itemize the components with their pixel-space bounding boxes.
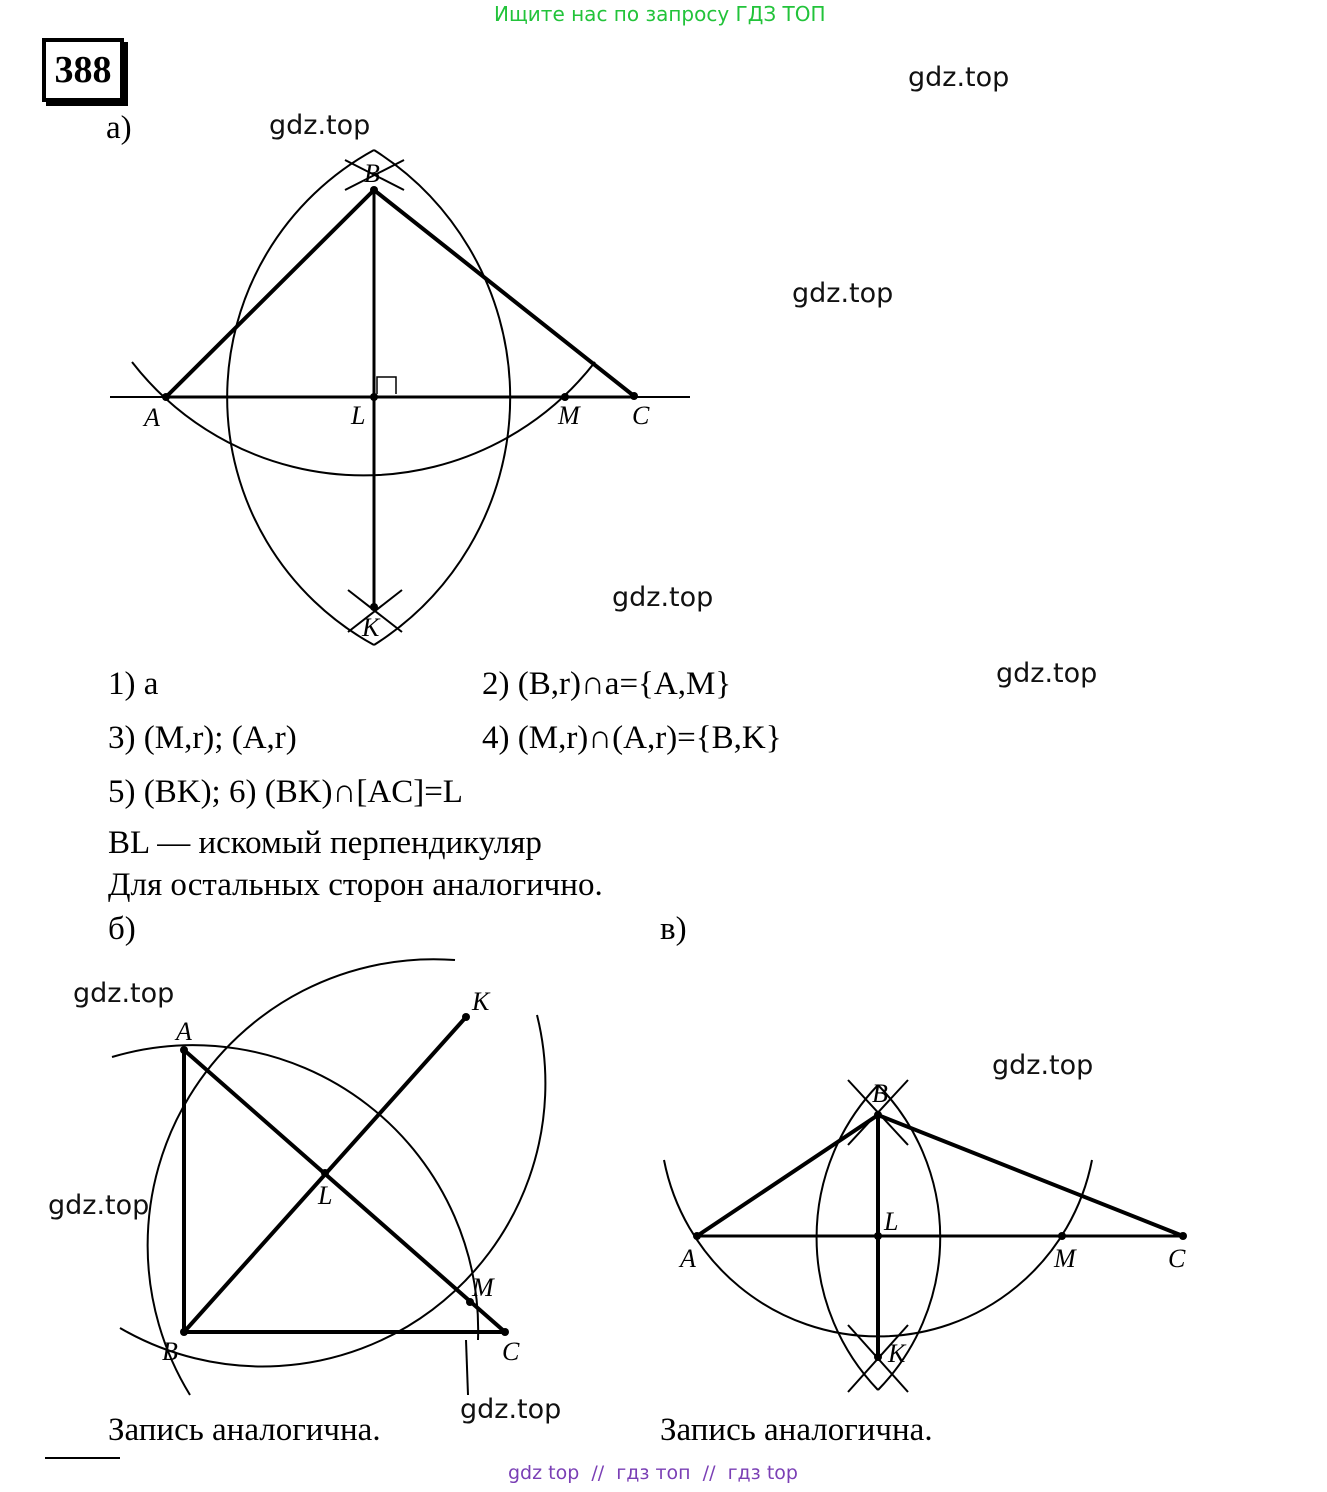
problem-number: 388 — [42, 38, 124, 102]
point-label-m: M — [1053, 1244, 1077, 1273]
watermark: gdz.top — [73, 978, 175, 1009]
part-b-label: б) — [108, 911, 136, 947]
note-a: Для остальных сторон аналогично. — [108, 867, 603, 903]
watermark: gdz.top — [48, 1190, 150, 1221]
watermark: gdz.top — [460, 1394, 562, 1425]
conclusion: BL — искомый перпендикуляр — [108, 825, 542, 861]
point-label-a: A — [678, 1244, 696, 1273]
point-label-b: B — [162, 1337, 178, 1366]
note-c: Запись аналогична. — [660, 1412, 933, 1448]
step-5-6: 5) (BK); 6) (BK)∩[AC]=L — [108, 774, 463, 810]
point-label-l: L — [883, 1207, 898, 1236]
point-label-l: L — [317, 1181, 332, 1210]
point-label-c: C — [632, 401, 650, 430]
diagram-c — [663, 1079, 1187, 1393]
part-c-label: в) — [660, 911, 687, 947]
watermark: gdz.top — [996, 658, 1098, 689]
step-3: 3) (M,r); (A,r) — [108, 720, 297, 756]
note-b: Запись аналогична. — [108, 1412, 381, 1448]
point-label-l: L — [350, 401, 365, 430]
footer-links[interactable]: gdz top // гдз топ // гдз top — [508, 1462, 798, 1484]
point-label-b: B — [364, 159, 380, 188]
point-label-c: C — [502, 1337, 520, 1366]
watermark: gdz.top — [908, 62, 1010, 93]
point-label-m: M — [557, 401, 581, 430]
point-label-k: K — [471, 987, 491, 1016]
point-label-k: K — [361, 613, 381, 642]
search-banner[interactable]: Ищите нас по запросу ГДЗ ТОП — [494, 2, 826, 26]
point-label-m: M — [471, 1273, 495, 1302]
diagram-b — [111, 958, 547, 1396]
watermark: gdz.top — [992, 1050, 1094, 1081]
watermark: gdz.top — [612, 582, 714, 613]
step-2: 2) (B,r)∩a={A,M} — [482, 666, 732, 702]
point-label-a: A — [142, 403, 160, 432]
watermark: gdz.top — [792, 278, 894, 309]
step-4: 4) (M,r)∩(A,r)={B,K} — [482, 720, 782, 756]
diagram-a — [110, 149, 690, 646]
point-label-k: K — [887, 1339, 907, 1368]
part-a-label: а) — [106, 110, 132, 146]
point-label-a: A — [174, 1017, 192, 1046]
point-label-b: B — [872, 1079, 888, 1108]
step-1: 1) a — [108, 666, 159, 702]
point-label-c: C — [1168, 1244, 1186, 1273]
watermark: gdz.top — [269, 110, 371, 141]
